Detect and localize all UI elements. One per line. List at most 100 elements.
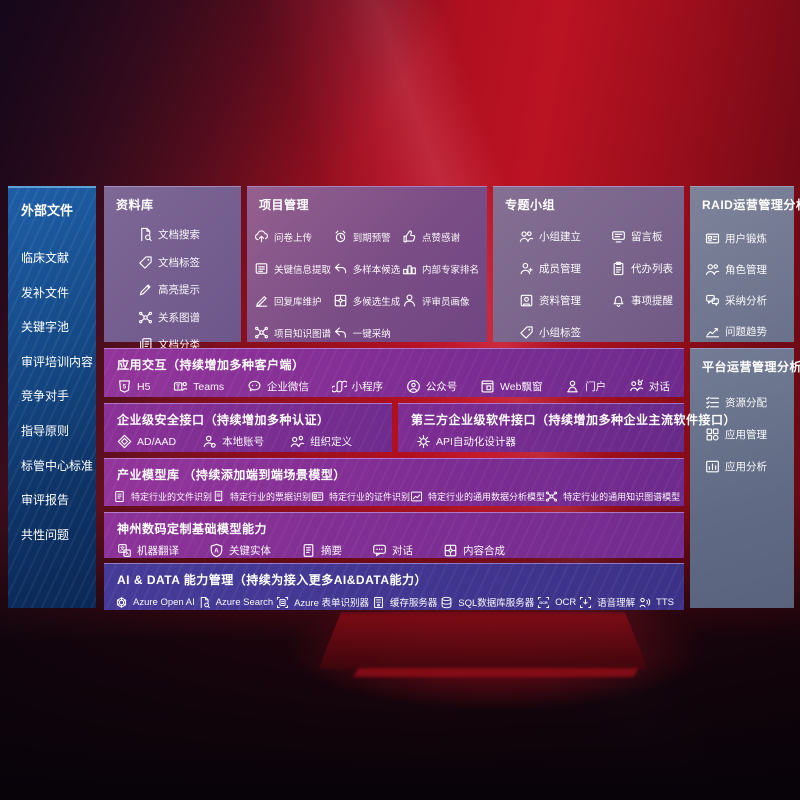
feature-item[interactable]: 组织定义 bbox=[290, 434, 352, 449]
feature-item-label: 代办列表 bbox=[631, 263, 673, 275]
feature-item-label: AD/AAD bbox=[137, 435, 177, 448]
feature-item[interactable]: Azure Open AI bbox=[115, 596, 195, 609]
feature-item[interactable]: 一键采纳 bbox=[333, 325, 401, 340]
sql-db-icon bbox=[440, 596, 453, 609]
feature-item[interactable]: A 关键实体 bbox=[209, 543, 271, 558]
feature-item-label: TTS bbox=[656, 596, 674, 608]
feature-item[interactable]: 5 H5 bbox=[117, 379, 150, 394]
feature-item[interactable]: 内容合成 bbox=[443, 543, 505, 558]
feature-item[interactable]: TTS bbox=[638, 596, 674, 609]
feature-item[interactable]: 成员管理 bbox=[519, 261, 611, 276]
sidebar-item-9[interactable]: 共性问题 bbox=[21, 527, 70, 542]
feature-item[interactable]: 应用分析 bbox=[705, 459, 794, 474]
feature-item[interactable]: 对话 bbox=[629, 379, 670, 394]
sidebar-item-4[interactable]: 审评培训内容 bbox=[21, 354, 94, 369]
feature-item[interactable]: Azure 表单识别器 bbox=[276, 595, 369, 609]
reply-arrow-icon bbox=[333, 261, 348, 276]
thirdparty-interface-row: 第三方企业级软件接口（持续增加多种企业主流软件接口） API自动化设计器 bbox=[398, 403, 736, 452]
sidebar-item-8[interactable]: 审评报告 bbox=[21, 493, 70, 508]
feature-item[interactable]: 小组建立 bbox=[519, 229, 611, 244]
feature-item[interactable]: 资料管理 bbox=[519, 293, 611, 308]
feature-item[interactable]: Web飘窗 bbox=[480, 379, 542, 394]
sidebar-item-2[interactable]: 发补文件 bbox=[21, 285, 70, 300]
alloc-list-icon bbox=[705, 395, 720, 410]
base-models-title: 神州数码定制基础模型能力 bbox=[117, 522, 268, 536]
sidebar-item-6[interactable]: 指导原则 bbox=[21, 423, 70, 438]
feature-item[interactable]: 留言板 bbox=[611, 229, 684, 244]
feature-item[interactable]: API自动化设计器 bbox=[416, 434, 516, 449]
feature-item-label: 语音理解 bbox=[597, 598, 636, 609]
feature-item[interactable]: 资源分配 bbox=[705, 395, 794, 410]
feature-item[interactable]: 门户 bbox=[565, 379, 606, 394]
repository-box: 资料库 文档搜索 文档标签 高亮提示 关系图谱 文档分类 bbox=[104, 186, 241, 351]
feature-item[interactable]: 特定行业的票据识别 bbox=[212, 490, 311, 503]
alarm-icon bbox=[333, 229, 348, 244]
feature-item[interactable]: 事项提醒 bbox=[611, 293, 684, 308]
feature-item[interactable]: 语音理解 bbox=[579, 595, 635, 609]
feature-item[interactable]: 对话 bbox=[372, 543, 413, 558]
feature-item[interactable]: 特定行业的证件识别 bbox=[311, 490, 410, 503]
feature-item[interactable]: OCR OCR bbox=[537, 596, 576, 609]
feature-item[interactable]: 采纳分析 bbox=[705, 293, 794, 308]
feature-item[interactable]: AD/AAD bbox=[117, 434, 176, 449]
feature-item[interactable]: 关系图谱 bbox=[138, 310, 241, 325]
feature-item[interactable]: 缓存服务器 bbox=[372, 595, 437, 609]
feature-item[interactable]: 代办列表 bbox=[611, 261, 684, 276]
feature-item[interactable]: 文档标签 bbox=[138, 255, 241, 270]
feature-item-label: 用户锻炼 bbox=[725, 233, 767, 245]
feature-item[interactable]: 应用管理 bbox=[705, 427, 794, 442]
feature-item[interactable]: 特定行业的通用知识图谱模型 bbox=[545, 490, 680, 503]
feature-item[interactable]: 小程序 bbox=[331, 379, 383, 394]
member-add-icon bbox=[519, 261, 534, 276]
id-card-icon bbox=[311, 490, 324, 503]
feature-item-label: 特定行业的通用知识图谱模型 bbox=[563, 492, 681, 502]
feature-item-label: API自动化设计器 bbox=[436, 436, 516, 448]
feature-item[interactable]: 到期预警 bbox=[333, 229, 401, 244]
feature-item[interactable]: 关键信息提取 bbox=[254, 261, 331, 276]
feature-item[interactable]: 企业微信 bbox=[247, 379, 309, 394]
feature-item[interactable]: 公众号 bbox=[406, 379, 457, 394]
feature-item[interactable]: 评审员画像 bbox=[402, 293, 479, 308]
feature-item[interactable]: 用户锻炼 bbox=[705, 231, 794, 246]
feature-item[interactable]: 文档搜索 bbox=[138, 227, 241, 242]
doc-recognition-icon bbox=[113, 490, 126, 503]
feature-item-label: 小组建立 bbox=[539, 231, 581, 243]
adopt-arrow-icon bbox=[333, 325, 348, 340]
sidebar-item-7[interactable]: 标管中心标准 bbox=[21, 458, 94, 473]
svg-text:A: A bbox=[125, 551, 129, 556]
azure-search-icon bbox=[198, 596, 211, 609]
feature-item[interactable]: 高亮提示 bbox=[138, 282, 241, 297]
feature-item[interactable]: 内部专家排名 bbox=[402, 261, 479, 276]
feature-item-label: 应用管理 bbox=[725, 429, 767, 441]
feature-item[interactable]: 文 A 机器翻译 bbox=[117, 543, 179, 558]
feature-item[interactable]: 角色管理 bbox=[705, 262, 794, 277]
feature-item[interactable]: 项目知识图谱 bbox=[254, 325, 331, 340]
feature-item[interactable]: 特定行业的文件识别 bbox=[113, 490, 212, 503]
feature-item[interactable]: 本地账号 bbox=[202, 434, 264, 449]
feature-item-label: 摘要 bbox=[321, 545, 342, 557]
feature-item-label: 成员管理 bbox=[539, 263, 581, 275]
feature-item[interactable]: 多样本候选 bbox=[333, 261, 400, 276]
teams-icon: T bbox=[173, 379, 188, 394]
feature-item[interactable]: SQL数据库服务器 bbox=[440, 595, 534, 609]
local-account-icon bbox=[202, 434, 217, 449]
feature-item[interactable]: 摘要 bbox=[301, 543, 342, 558]
sidebar-item-3[interactable]: 关键字池 bbox=[21, 320, 70, 335]
feature-item[interactable]: 点赞感谢 bbox=[402, 229, 479, 244]
sidebar-item-1[interactable]: 临床文献 bbox=[21, 251, 70, 265]
highlighter-icon bbox=[138, 282, 153, 297]
feature-item[interactable]: 回复库维护 bbox=[254, 293, 331, 308]
feature-item[interactable]: 问题趋势 bbox=[705, 324, 794, 339]
feature-item[interactable]: 特定行业的通用数据分析模型 bbox=[410, 490, 545, 503]
feature-item[interactable]: 小组标签 bbox=[519, 325, 611, 340]
industry-models-title: 产业模型库 （持续添加端到端场景模型） bbox=[117, 468, 346, 482]
compose-puzzle-icon bbox=[443, 543, 458, 558]
feature-item[interactable]: 问卷上传 bbox=[254, 229, 331, 244]
feature-item[interactable]: Azure Search bbox=[198, 596, 273, 609]
feature-item-label: 内容合成 bbox=[463, 545, 505, 557]
feature-item[interactable]: 多候选生成 bbox=[333, 293, 400, 308]
feature-item[interactable]: T Teams bbox=[173, 379, 224, 394]
sidebar-item-5[interactable]: 竞争对手 bbox=[21, 389, 70, 404]
graph-icon bbox=[138, 310, 153, 325]
